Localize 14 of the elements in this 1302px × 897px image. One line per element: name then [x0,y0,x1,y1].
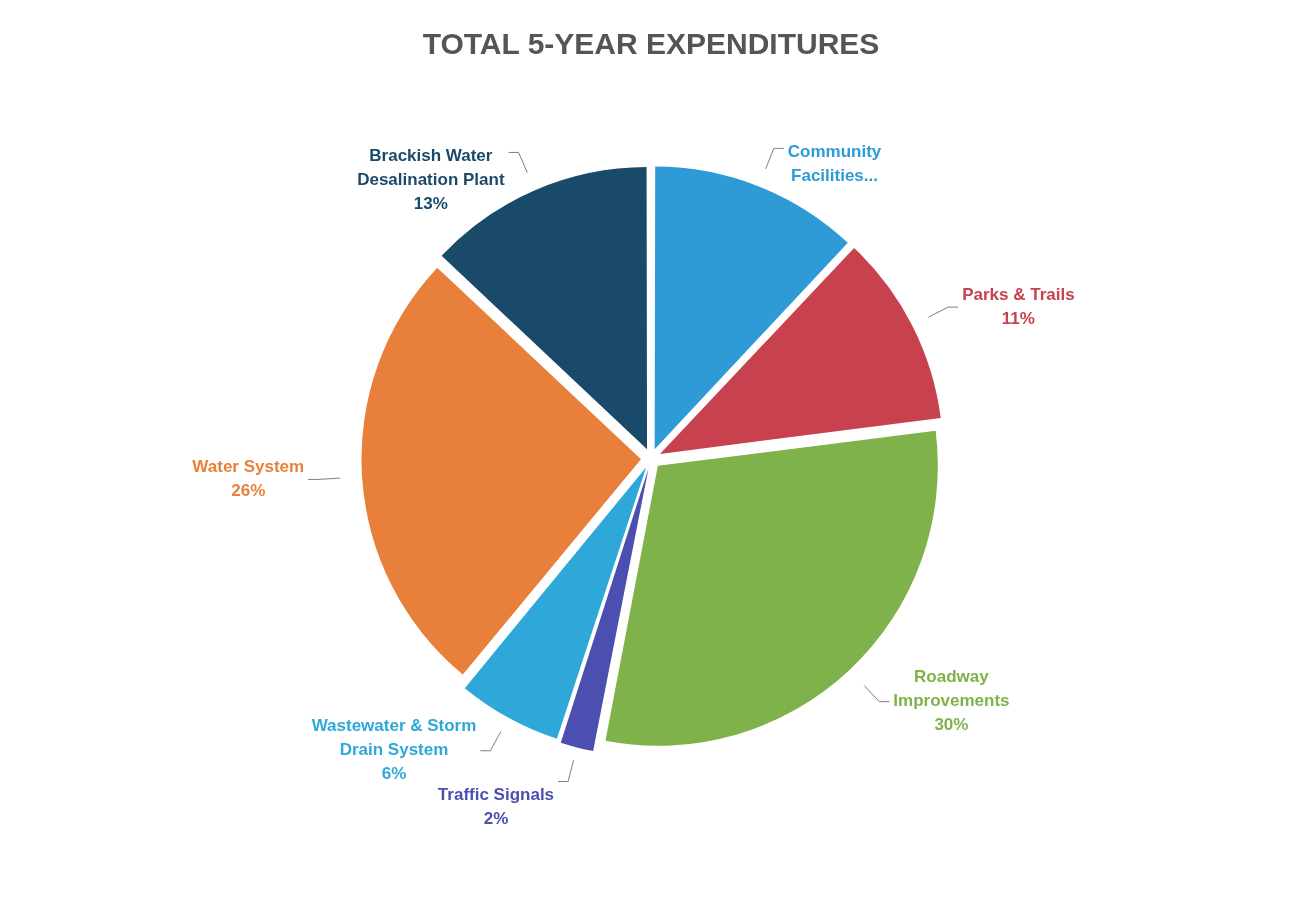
data-label: 2% [483,809,509,829]
data-label: 6% [381,764,407,784]
data-label: 30% [934,715,969,735]
slice-label: Traffic Signals [437,785,555,805]
slice-label: Roadway Improvements [893,667,1010,711]
slice-label: Wastewater & Storm Drain System [311,716,477,760]
slice-label: Brackish Water Desalination Plant [357,146,505,190]
slice-label: Parks & Trails [962,284,1075,304]
data-label: 13% [413,194,448,214]
slice-label: Community Facilities... [787,142,882,186]
data-label: 26% [231,481,266,501]
data-label: 11% [1001,308,1035,328]
slice-label: Water System [192,457,305,477]
chart-title: TOTAL 5-YEAR EXPENDITURES [422,27,880,61]
